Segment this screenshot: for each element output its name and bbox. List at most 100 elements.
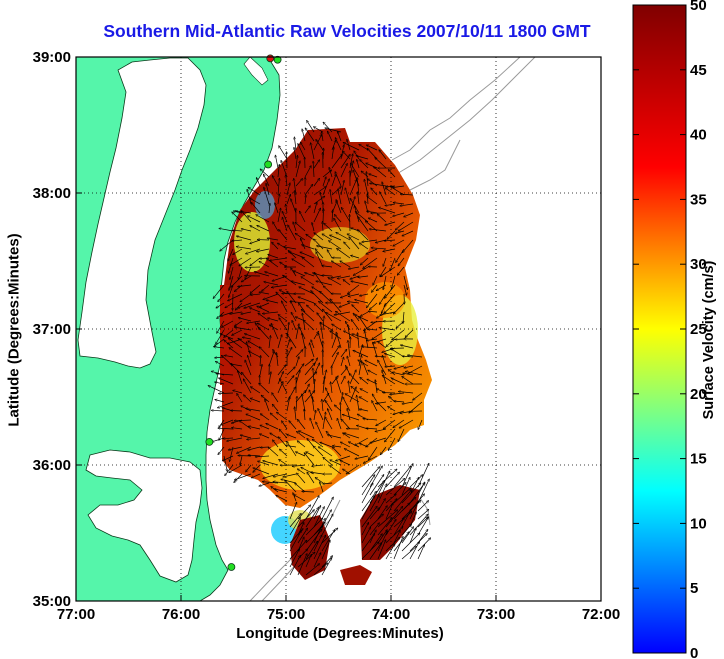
velocity-arrow (334, 405, 342, 412)
velocity-arrow (231, 364, 243, 376)
velocity-arrow (344, 448, 360, 457)
velocity-arrow (305, 563, 320, 576)
velocity-arrow (218, 378, 234, 385)
velocity-arrow (313, 178, 320, 187)
velocity-arrow (248, 455, 261, 456)
velocity-arrow (305, 541, 319, 560)
velocity-arrow (212, 437, 225, 442)
velocity-arrow (249, 308, 261, 313)
velocity-arrow (382, 355, 387, 367)
velocity-arrow (325, 388, 333, 403)
velocity-arrow (278, 145, 288, 160)
velocity-arrow (303, 320, 315, 331)
velocity-arrow (272, 404, 279, 412)
velocity-arrow (313, 552, 322, 568)
velocity-arrow (385, 478, 405, 496)
velocity-arrow (323, 208, 324, 223)
colorbar (632, 4, 687, 654)
velocity-arrow (407, 355, 423, 358)
velocity-arrow (359, 396, 369, 403)
velocity-arrow (262, 311, 279, 314)
velocity-arrow (267, 238, 279, 241)
velocity-arrow (273, 482, 288, 484)
velocity-arrow (304, 128, 315, 142)
velocity-arrow (353, 266, 369, 276)
velocity-arrow (304, 390, 315, 403)
velocity-arrow (390, 257, 396, 271)
velocity-arrow (218, 293, 225, 302)
velocity-arrow (336, 247, 351, 259)
velocity-arrow (313, 272, 324, 286)
velocity-arrow (394, 365, 405, 369)
velocity-arrow (278, 314, 288, 322)
velocity-arrow (304, 359, 314, 367)
velocity-arrow (239, 257, 252, 267)
velocity-arrow (361, 239, 378, 242)
velocity-arrow (348, 340, 351, 358)
velocity-arrow (297, 552, 315, 568)
velocity-arrow (363, 455, 378, 464)
velocity-arrow (352, 334, 369, 340)
velocity-arrow (250, 294, 261, 295)
velocity-arrow (263, 293, 279, 300)
velocity-arrow (382, 374, 396, 385)
velocity-arrow (417, 509, 429, 520)
velocity-arrow (286, 174, 287, 187)
velocity-arrow (228, 337, 243, 349)
velocity-arrow (270, 413, 279, 421)
x-tick-label: 73:00 (477, 606, 515, 623)
velocity-arrow (377, 341, 387, 349)
velocity-arrow (355, 211, 369, 223)
velocity-arrow (293, 222, 297, 232)
velocity-arrow (398, 257, 405, 266)
colorbar-tick-label: 40 (690, 127, 707, 144)
velocity-arrow (286, 333, 297, 349)
velocity-arrow (249, 197, 261, 205)
velocity-arrow (385, 502, 393, 520)
velocity-arrow (331, 382, 333, 394)
velocity-arrow (318, 333, 324, 349)
velocity-arrow (322, 365, 323, 376)
velocity-arrow (230, 266, 234, 280)
velocity-arrow (313, 505, 322, 520)
velocity-arrow (307, 438, 315, 448)
velocity-arrow (320, 442, 333, 448)
velocity-arrow (366, 428, 378, 429)
velocity-arrow (363, 320, 378, 332)
velocity-arrow (393, 239, 405, 247)
velocity-arrow (378, 293, 387, 305)
velocity-arrow (298, 430, 315, 439)
velocity-arrow (401, 533, 420, 552)
velocity-arrow (349, 370, 356, 385)
velocity-arrow (311, 465, 324, 466)
velocity-arrow (385, 203, 396, 206)
velocity-arrow (347, 356, 351, 367)
velocity-arrow (282, 274, 297, 286)
colorbar-tick-label: 10 (690, 515, 707, 532)
velocity-arrow (405, 329, 414, 338)
velocity-arrow (277, 365, 286, 376)
velocity-arrow (233, 230, 243, 231)
velocity-arrow (369, 437, 387, 443)
velocity-arrow (302, 257, 315, 268)
velocity-arrow (379, 191, 387, 205)
velocity-arrow (305, 507, 320, 528)
velocity-arrow (363, 362, 369, 376)
velocity-arrow (232, 212, 243, 223)
velocity-arrow (276, 494, 288, 502)
velocity-arrow (313, 202, 317, 214)
velocity-arrow (404, 365, 414, 368)
velocity-arrow (357, 192, 360, 205)
velocity-arrow (360, 257, 369, 265)
velocity-arrow (259, 292, 270, 295)
velocity-arrow (331, 186, 341, 196)
velocity-arrow (251, 473, 261, 478)
velocity-arrow (294, 147, 297, 160)
velocity-arrow (322, 266, 333, 267)
velocity-arrow (271, 392, 279, 403)
velocity-arrow (400, 345, 414, 349)
y-tick-label: 36:00 (33, 457, 71, 474)
velocity-arrow (256, 177, 261, 187)
velocity-arrow (313, 160, 321, 169)
velocity-arrow (264, 272, 279, 277)
